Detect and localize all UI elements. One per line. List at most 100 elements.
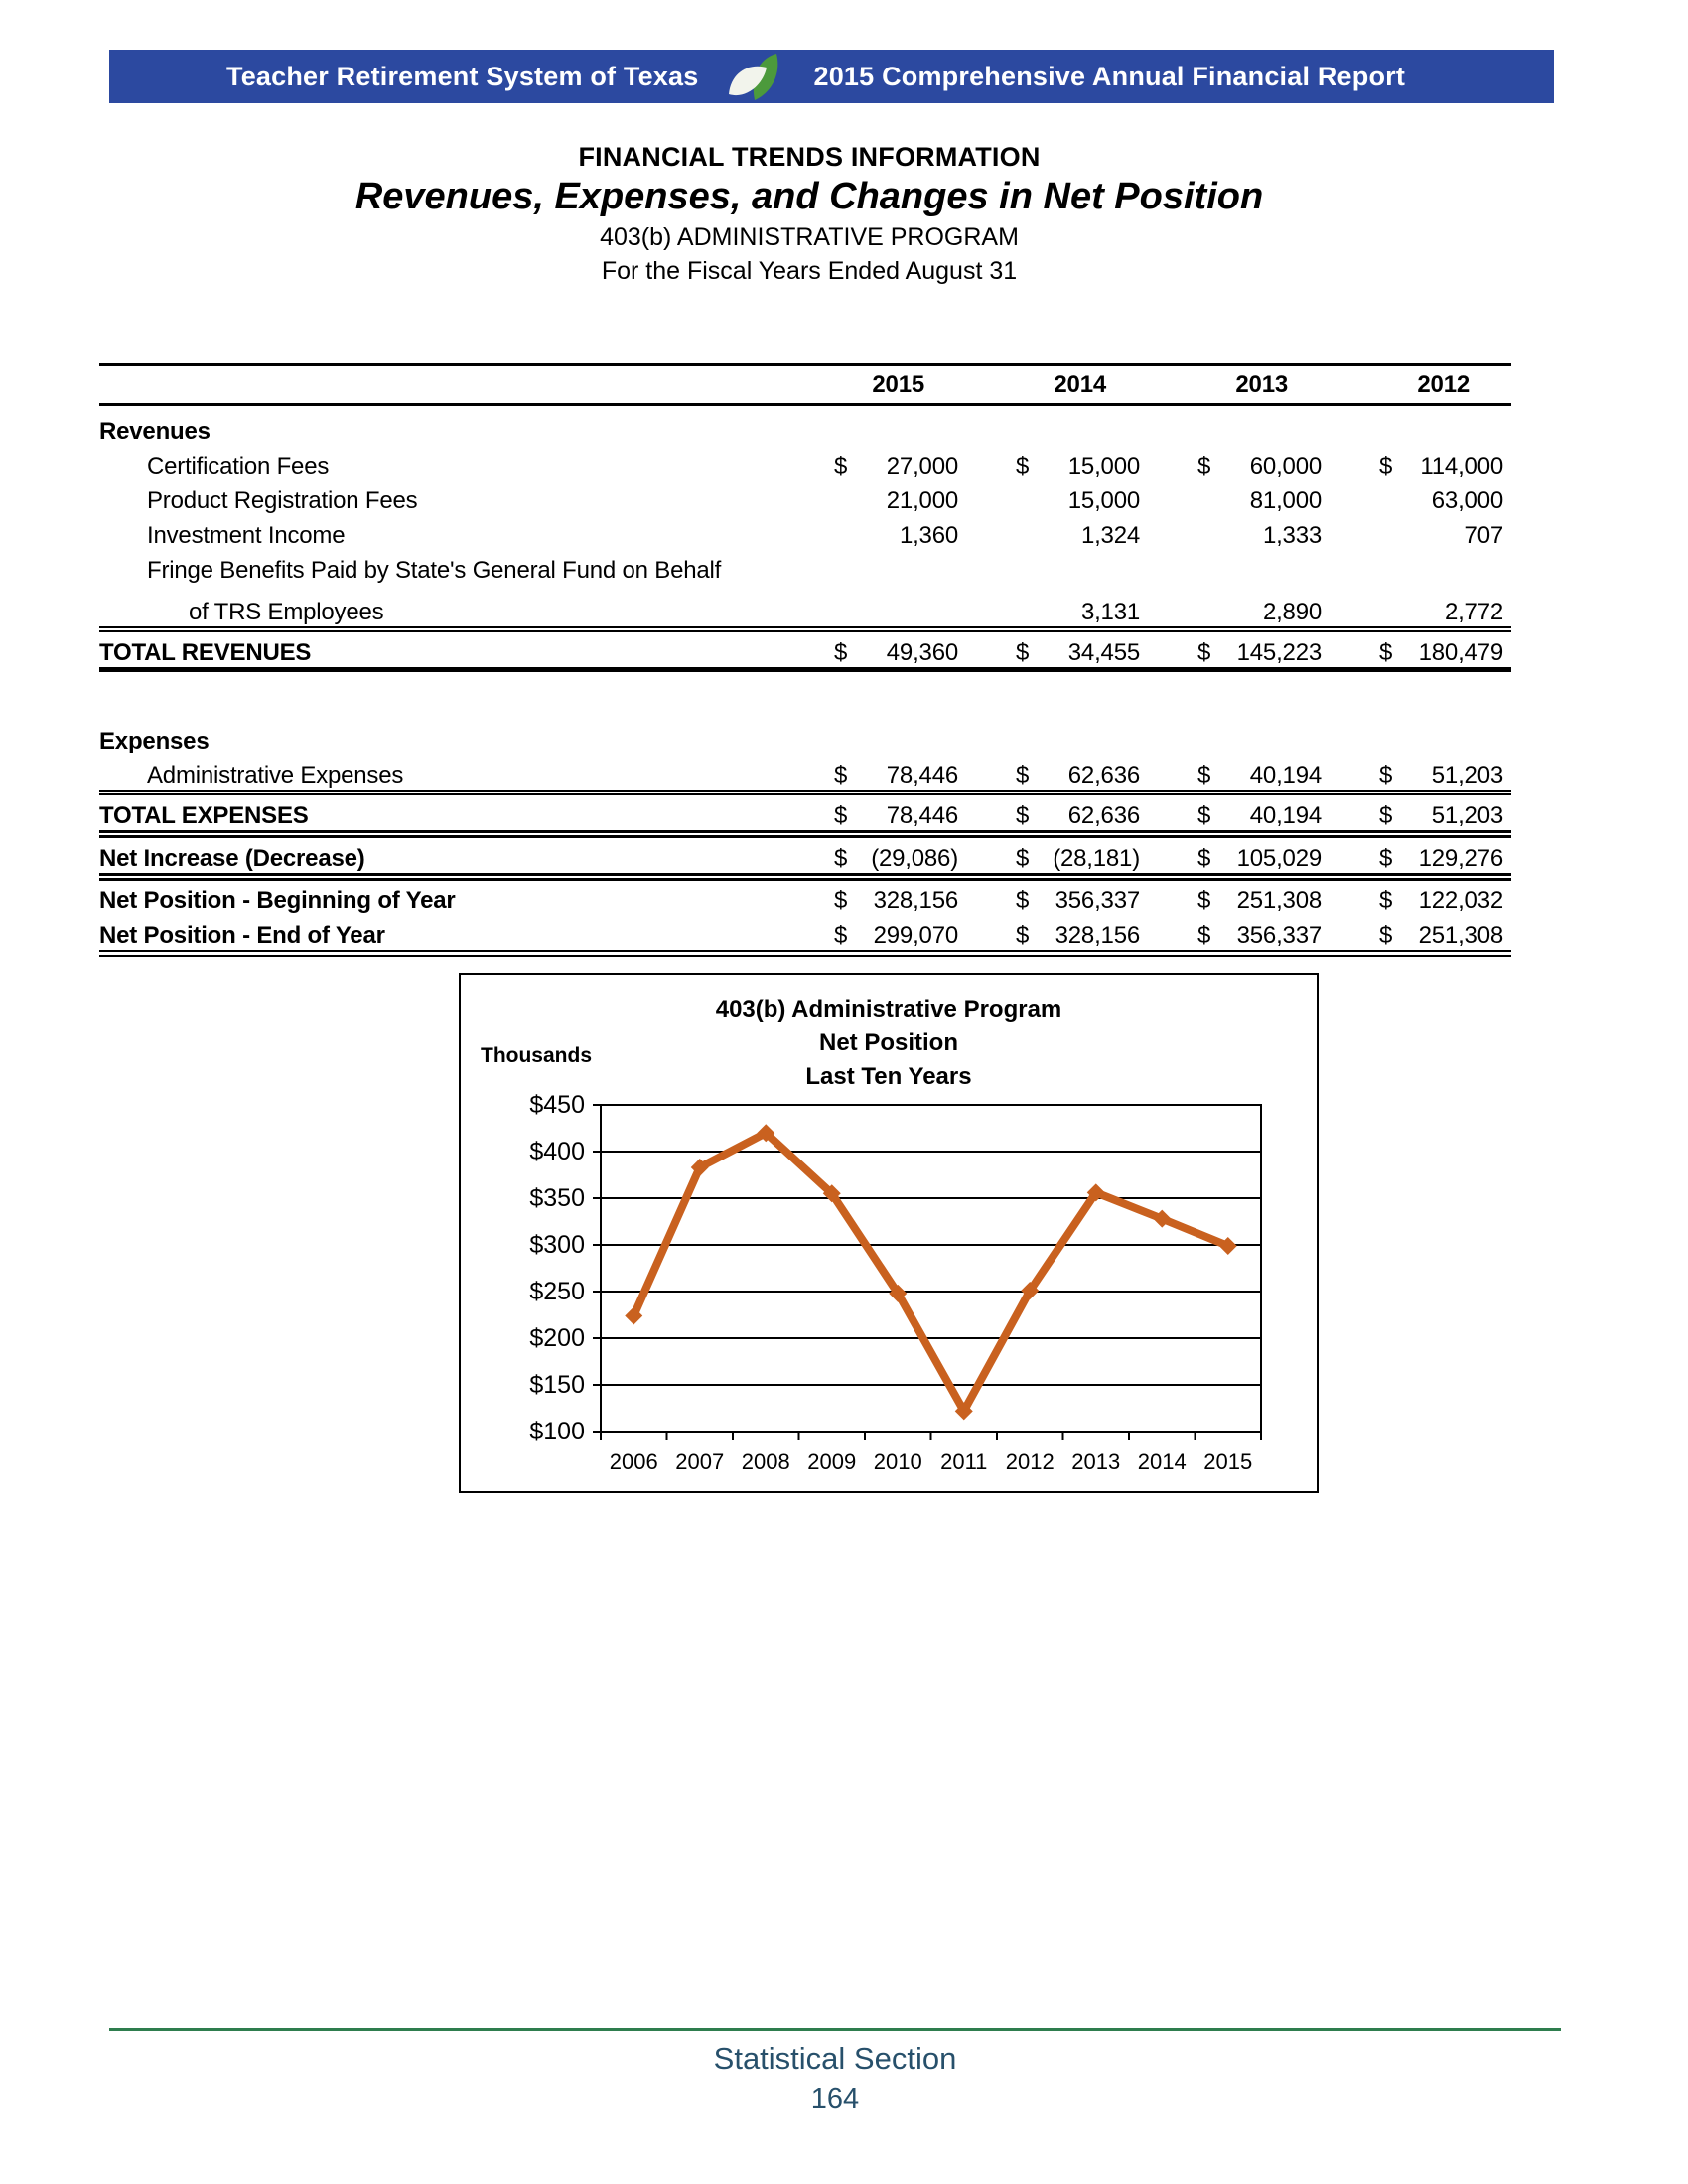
- y-tick-label: $450: [529, 1091, 585, 1119]
- dollar-sign: $: [1197, 845, 1211, 872]
- table-row: Revenues: [99, 406, 1511, 446]
- table-row: Net Increase (Decrease) $ (29,086) $ (28,181…: [99, 830, 1511, 881]
- cell-value: (29,086): [871, 845, 958, 872]
- value-cell: $356,337: [1148, 922, 1330, 950]
- chart-marker: [757, 1124, 775, 1143]
- cell-value: 40,194: [1249, 802, 1322, 829]
- value-cell: 81,000: [1148, 487, 1330, 515]
- chart-marker: [822, 1184, 841, 1203]
- dollar-sign: $: [834, 887, 848, 914]
- table-row: Expenses: [99, 716, 1511, 755]
- chart-marker: [1218, 1236, 1237, 1255]
- y-tick-label: $150: [529, 1371, 585, 1399]
- x-tick-label: 2014: [1138, 1449, 1187, 1474]
- program-subtitle: 403(b) ADMINISTRATIVE PROGRAM: [600, 223, 1019, 251]
- dollar-sign: $: [1197, 922, 1211, 949]
- cell-value: 21,000: [886, 487, 958, 514]
- dollar-sign: $: [1379, 453, 1393, 479]
- chart-title-line-1: 403(b) Administrative Program: [715, 996, 1062, 1023]
- title-block: FINANCIAL TRENDS INFORMATION Revenues, E…: [99, 142, 1519, 286]
- table-row: Administrative Expenses $78,446 $62,636 $40…: [99, 755, 1511, 790]
- value-cell: $180,479: [1330, 639, 1511, 667]
- dollar-sign: $: [1197, 762, 1211, 789]
- dollar-sign: $: [834, 845, 848, 872]
- dollar-sign: $: [1379, 762, 1393, 789]
- chart-marker: [954, 1402, 973, 1421]
- table-row: Investment Income 1,360 1,324 1,333 707: [99, 515, 1511, 550]
- value-cell: $51,203: [1330, 762, 1511, 790]
- chart-line: [630, 1129, 1232, 1416]
- row-label: TOTAL EXPENSES: [99, 802, 309, 829]
- plot-border: [600, 1104, 1262, 1433]
- chart-marker: [1153, 1209, 1172, 1228]
- period-subtitle: For the Fiscal Years Ended August 31: [601, 257, 1018, 285]
- value-cell: $356,337: [966, 887, 1148, 915]
- cell-value: 78,446: [886, 802, 958, 829]
- value-cell: $40,194: [1148, 802, 1330, 830]
- y-axis-unit-label: Thousands: [481, 1044, 593, 1067]
- value-cell: 63,000: [1330, 487, 1511, 515]
- dollar-sign: $: [1016, 762, 1030, 789]
- value-cell: 1,324: [966, 522, 1148, 550]
- cell-value: 15,000: [1067, 487, 1140, 514]
- cell-value: 40,194: [1249, 762, 1322, 789]
- cell-value: 180,479: [1418, 639, 1504, 666]
- value-cell: $78,446: [784, 762, 966, 790]
- value-cell: $105,029: [1148, 845, 1330, 873]
- value-cell: 21,000: [784, 487, 966, 515]
- row-label: Net Increase (Decrease): [99, 845, 365, 872]
- chart-marker: [1021, 1282, 1040, 1300]
- table-row: of TRS Employees 3,131 2,890 2,772: [99, 585, 1511, 626]
- cell-value: 356,337: [1236, 922, 1323, 949]
- row-label: Administrative Expenses: [147, 762, 404, 789]
- table-row: TOTAL REVENUES $49,360 $34,455 $145,223 $180…: [99, 626, 1511, 672]
- cell-value: 105,029: [1236, 845, 1323, 872]
- value-cell: $145,223: [1148, 639, 1330, 667]
- cell-value: 63,000: [1431, 487, 1503, 514]
- row-label: Investment Income: [147, 522, 346, 549]
- cell-value: 60,000: [1249, 453, 1322, 479]
- value-cell: 2,890: [1148, 599, 1330, 626]
- value-cell: 15,000: [966, 487, 1148, 515]
- value-cell: $ (29,086): [784, 845, 966, 873]
- cell-value: 707: [1464, 522, 1504, 549]
- cell-value: 1,324: [1080, 522, 1140, 549]
- row-label: Product Registration Fees: [147, 487, 418, 514]
- cell-value: 122,032: [1418, 887, 1504, 914]
- section-heading: FINANCIAL TRENDS INFORMATION: [578, 142, 1041, 172]
- cell-value: (28,181): [1053, 845, 1140, 872]
- table-header-row: 2015 2014 2013 2012: [99, 363, 1511, 406]
- value-cell: $40,194: [1148, 762, 1330, 790]
- x-tick-label: 2008: [742, 1449, 790, 1474]
- dollar-sign: $: [834, 762, 848, 789]
- x-tick-label: 2006: [610, 1449, 658, 1474]
- year-header-2012: 2012: [1417, 370, 1470, 398]
- y-tick-label: $400: [529, 1138, 585, 1165]
- dollar-sign: $: [1379, 639, 1393, 666]
- dollar-sign: $: [834, 802, 848, 829]
- financial-table: 2015 2014 2013 2012 Revenues Certificatio…: [99, 363, 1511, 957]
- table-row: Fringe Benefits Paid by State's General …: [99, 550, 1511, 585]
- cell-value: 15,000: [1067, 453, 1140, 479]
- cell-value: 328,156: [873, 887, 959, 914]
- cell-value: 34,455: [1067, 639, 1140, 666]
- value-cell: $328,156: [966, 922, 1148, 950]
- dollar-sign: $: [1379, 887, 1393, 914]
- cell-value: 251,308: [1418, 922, 1504, 949]
- value-cell: $114,000: [1330, 453, 1511, 480]
- table-row: Net Position - End of Year $299,070 $328,1…: [99, 915, 1511, 957]
- cell-value: 114,000: [1420, 453, 1503, 479]
- trs-leaf-logo-icon: [725, 51, 788, 104]
- value-cell: 1,360: [784, 522, 966, 550]
- cell-value: 51,203: [1431, 762, 1503, 789]
- row-label: Net Position - End of Year: [99, 922, 385, 949]
- y-tick-label: $350: [529, 1184, 585, 1212]
- value-cell: $122,032: [1330, 887, 1511, 915]
- x-tick-label: 2009: [807, 1449, 856, 1474]
- value-cell: $27,000: [784, 453, 966, 480]
- table-row: Net Position - Beginning of Year $328,156…: [99, 881, 1511, 915]
- cell-value: 2,890: [1262, 599, 1322, 625]
- dollar-sign: $: [834, 639, 848, 666]
- dollar-sign: $: [1016, 639, 1030, 666]
